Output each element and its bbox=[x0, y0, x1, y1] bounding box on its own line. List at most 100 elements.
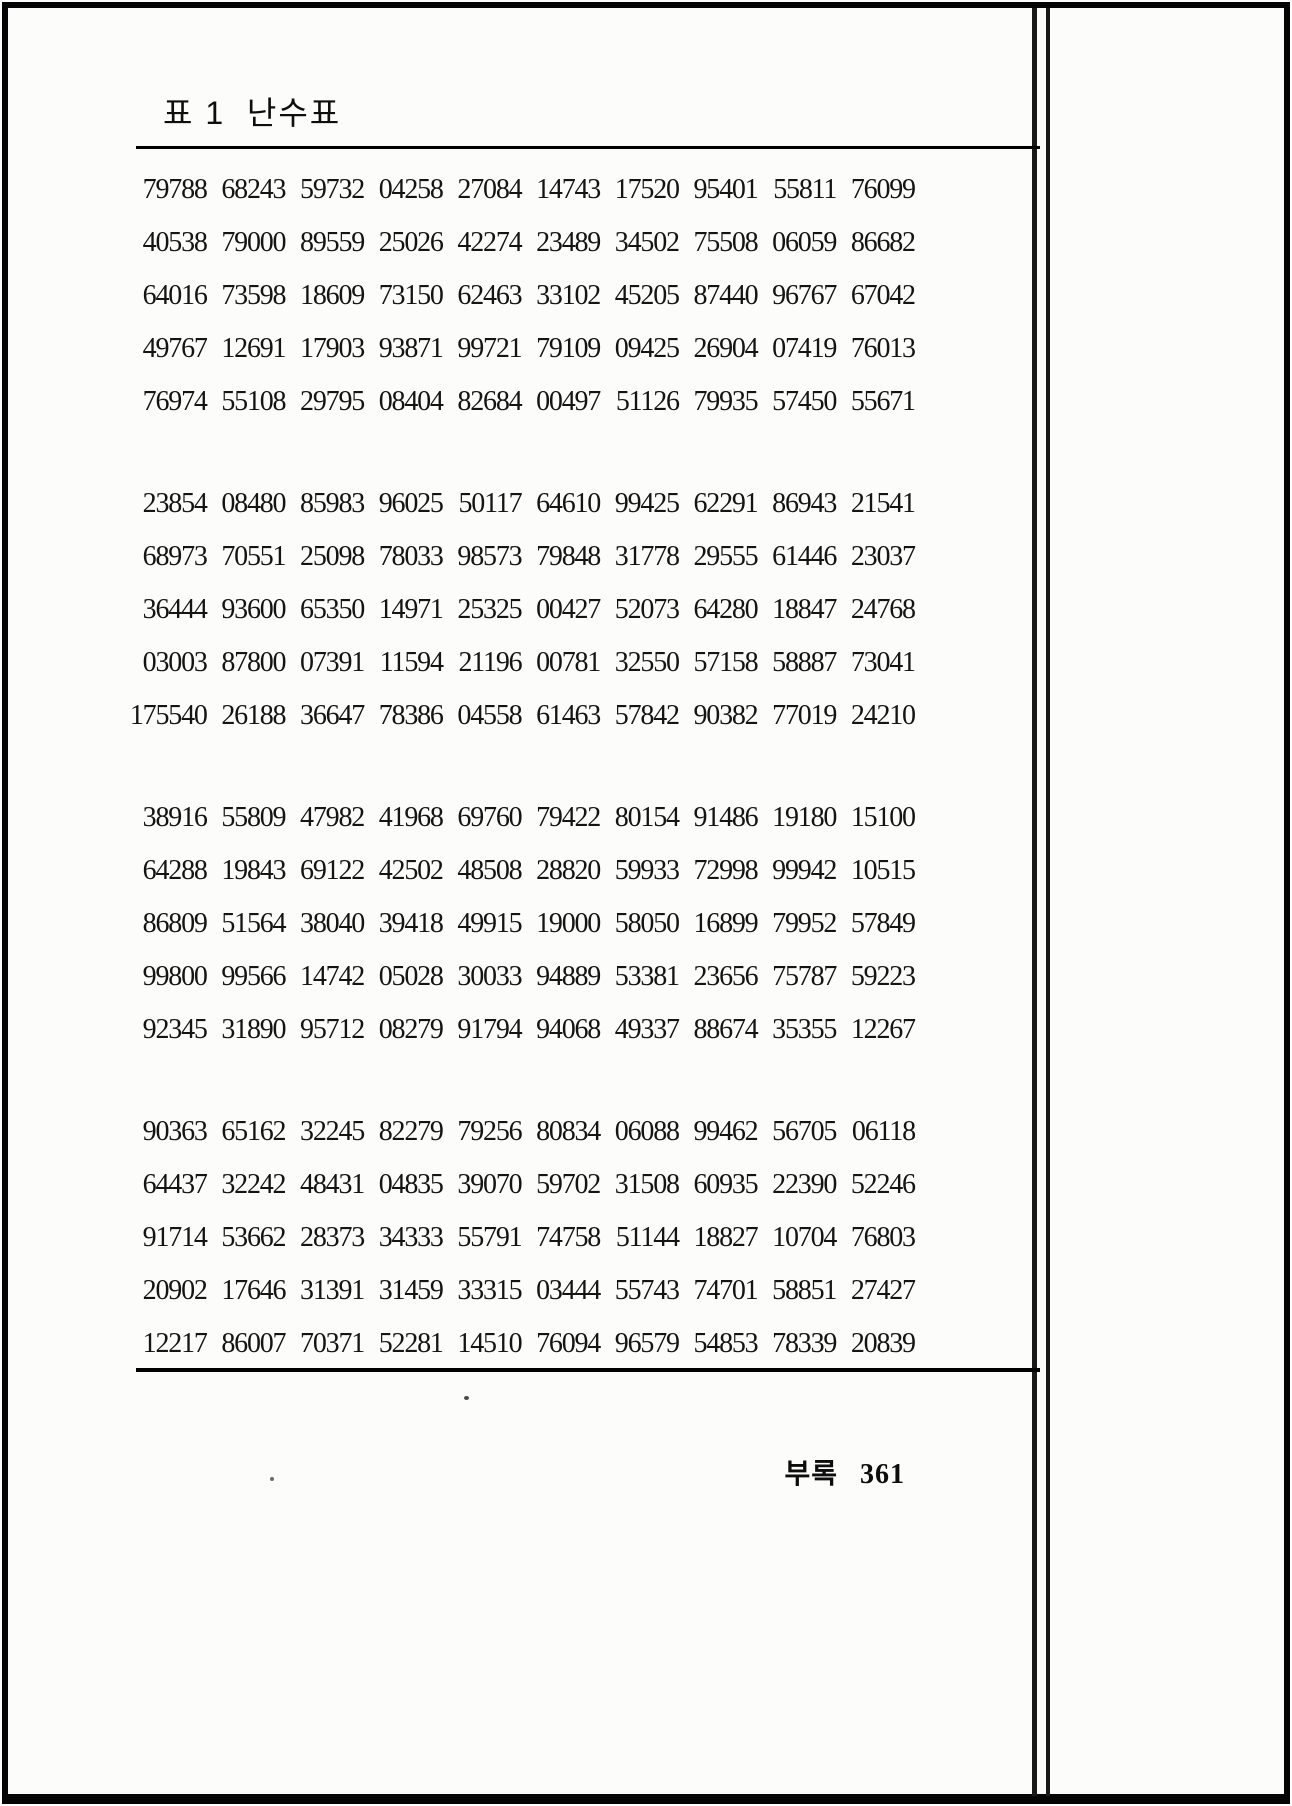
table-cell: 36444 bbox=[142, 593, 208, 625]
scan-speck bbox=[464, 1396, 469, 1400]
table-cell: 68243 bbox=[221, 173, 286, 205]
table-cell: 10515 bbox=[850, 854, 916, 886]
table-cell: 12267 bbox=[850, 1013, 916, 1045]
table-top-rule bbox=[136, 146, 1040, 149]
table-cell: 70371 bbox=[300, 1327, 365, 1359]
table-cell: 39070 bbox=[457, 1168, 522, 1200]
table-cell: 82684 bbox=[457, 385, 522, 417]
table-cell: 18827 bbox=[693, 1221, 758, 1253]
table-cell: 72998 bbox=[693, 854, 758, 886]
table-cell: 32550 bbox=[614, 646, 680, 678]
table-cell: 20902 bbox=[142, 1274, 208, 1306]
table-cell: 76094 bbox=[536, 1327, 601, 1359]
table-cell: 54853 bbox=[693, 1327, 758, 1359]
table-cell: 06059 bbox=[772, 226, 837, 258]
table-cell: 48508 bbox=[457, 854, 522, 886]
table-cell: 90382 bbox=[693, 699, 758, 731]
table-row: 76974 55108 29795 08404 82684 00497 51126 79935… bbox=[128, 375, 920, 428]
table-cell: 40538 bbox=[142, 226, 208, 258]
footer-page-number: 361 bbox=[860, 1459, 905, 1490]
table-cell: 32242 bbox=[221, 1168, 286, 1200]
table-cell: 42502 bbox=[378, 854, 444, 886]
table-cell: 17903 bbox=[300, 332, 365, 364]
table-cell: 51126 bbox=[615, 385, 680, 417]
table-cell: 28373 bbox=[300, 1221, 365, 1253]
table-cell: 99721 bbox=[457, 332, 522, 364]
page-title: 표 1 난수표 bbox=[163, 95, 342, 131]
table-cell: 27427 bbox=[850, 1274, 916, 1306]
table-cell: 00427 bbox=[536, 593, 601, 625]
table-cell: 39418 bbox=[378, 907, 444, 939]
table-cell: 60935 bbox=[693, 1168, 758, 1200]
table-cell: 41968 bbox=[378, 801, 444, 833]
table-cell: 31508 bbox=[614, 1168, 680, 1200]
table-cell: 35355 bbox=[772, 1013, 837, 1045]
table-cell: 95401 bbox=[693, 173, 758, 205]
table-cell: 08480 bbox=[221, 487, 286, 519]
table-cell: 76013 bbox=[850, 332, 916, 364]
table-cell: 34502 bbox=[614, 226, 680, 258]
table-cell: 17520 bbox=[614, 173, 680, 205]
table-cell: 78386 bbox=[378, 699, 444, 731]
table-cell: 49337 bbox=[614, 1013, 680, 1045]
table-cell: 79935 bbox=[693, 385, 758, 417]
table-cell: 79788 bbox=[142, 173, 208, 205]
table-cell: 78033 bbox=[378, 540, 444, 572]
table-cell: 64437 bbox=[142, 1168, 208, 1200]
table-cell: 05028 bbox=[378, 960, 444, 992]
book-page-edge-line bbox=[1046, 8, 1050, 1796]
table-cell: 34333 bbox=[378, 1221, 444, 1253]
table-cell: 64280 bbox=[693, 593, 758, 625]
table-cell: 58887 bbox=[772, 646, 837, 678]
table-cell: 69122 bbox=[300, 854, 365, 886]
table-cell: 73598 bbox=[221, 279, 286, 311]
table-cell: 09425 bbox=[614, 332, 680, 364]
table-cell: 53662 bbox=[221, 1221, 286, 1253]
table-row: 12217 86007 70371 52281 14510 76094 96579 54853… bbox=[128, 1317, 920, 1370]
table-cell: 28820 bbox=[536, 854, 601, 886]
table-row: 40538 79000 89559 25026 42274 23489 34502 75508… bbox=[128, 216, 920, 269]
table-cell: 77019 bbox=[772, 699, 837, 731]
table-cell: 96025 bbox=[378, 487, 444, 519]
table-cell: 14742 bbox=[300, 960, 365, 992]
table-cell: 16899 bbox=[693, 907, 758, 939]
table-cell: 19000 bbox=[536, 907, 601, 939]
table-cell: 69760 bbox=[457, 801, 522, 833]
table-cell: 76099 bbox=[850, 173, 916, 205]
table-cell: 55811 bbox=[773, 173, 837, 205]
table-cell: 23854 bbox=[142, 487, 208, 519]
table-row: 03003 87800 07391 11594 21196 00781 32550 57158… bbox=[128, 636, 920, 689]
table-cell: 07391 bbox=[300, 646, 365, 678]
table-cell: 14743 bbox=[536, 173, 601, 205]
table-row: 49767 12691 17903 93871 99721 79109 09425 26904… bbox=[128, 322, 920, 375]
table-row: 38916 55809 47982 41968 69760 79422 80154 91486… bbox=[128, 791, 920, 844]
table-cell: 18847 bbox=[772, 593, 837, 625]
table-cell: 95712 bbox=[300, 1013, 365, 1045]
table-cell: 38040 bbox=[300, 907, 365, 939]
table-cell: 23489 bbox=[536, 226, 601, 258]
table-cell: 65162 bbox=[221, 1115, 286, 1147]
table-cell: 57450 bbox=[772, 385, 837, 417]
table-cell: 75508 bbox=[693, 226, 758, 258]
table-cell: 62463 bbox=[457, 279, 522, 311]
table-cell: 00497 bbox=[536, 385, 601, 417]
table-cell: 15100 bbox=[850, 801, 916, 833]
table-row: 91714 53662 28373 34333 55791 74758 51144 18827… bbox=[128, 1211, 920, 1264]
table-cell: 03444 bbox=[536, 1274, 601, 1306]
table-cell: 74758 bbox=[536, 1221, 601, 1253]
table-cell: 57158 bbox=[693, 646, 758, 678]
table-cell: 86007 bbox=[221, 1327, 286, 1359]
table-cell: 70551 bbox=[221, 540, 286, 572]
table-row: 90363 65162 32245 82279 79256 80834 06088 99462… bbox=[128, 1105, 920, 1158]
table-cell: 65350 bbox=[300, 593, 365, 625]
table-cell: 67042 bbox=[850, 279, 916, 311]
table-row: 175540 26188 36647 78386 04558 61463 57842 9038… bbox=[128, 689, 920, 742]
table-row: 68973 70551 25098 78033 98573 79848 31778 29555… bbox=[128, 530, 920, 583]
table-cell: 26188 bbox=[221, 699, 286, 731]
table-cell: 98573 bbox=[457, 540, 522, 572]
table-cell: 50117 bbox=[458, 487, 522, 519]
table-cell: 24210 bbox=[850, 699, 916, 731]
table-row: 92345 31890 95712 08279 91794 94068 49337 88674… bbox=[128, 1003, 920, 1056]
table-row: 36444 93600 65350 14971 25325 00427 52073 64280… bbox=[128, 583, 920, 636]
